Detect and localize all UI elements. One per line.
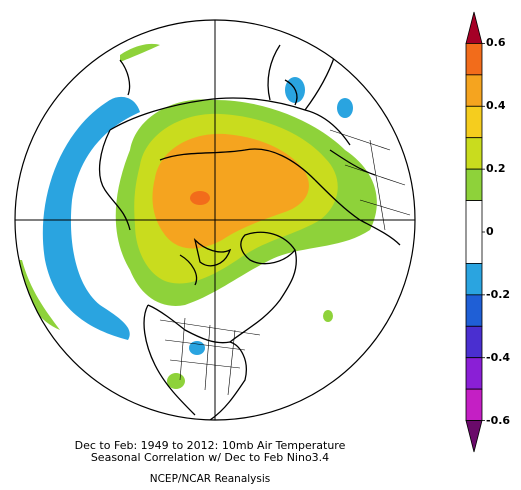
negative-patch-russia <box>337 98 353 118</box>
positive-patch-atlantic <box>323 310 333 322</box>
borders <box>159 129 411 396</box>
source-label: NCEP/NCAR Reanalysis <box>149 473 271 485</box>
colorbar-tick-label: 0 <box>486 225 494 238</box>
negative-band-pacific <box>42 100 140 340</box>
colorbar-bin <box>465 11 483 44</box>
colorbar-bin <box>465 388 483 421</box>
colorbar-bin <box>465 357 483 390</box>
colorbar-tick-label: -0.6 <box>486 413 511 427</box>
positive-peak <box>190 191 210 205</box>
colorbar-bin <box>465 43 483 76</box>
title-line-1: Dec to Feb: 1949 to 2012: 10mb Air Tempe… <box>74 439 346 452</box>
negative-band-north <box>97 96 140 132</box>
colorbar-tick-label: -0.2 <box>486 287 511 301</box>
colorbar-bin <box>465 137 483 170</box>
colorbar-bin <box>465 74 483 107</box>
colorbar-tick-label: -0.4 <box>486 350 511 364</box>
positive-patch-south <box>167 373 185 389</box>
colorbar-bin <box>465 294 483 327</box>
colorbar-bin <box>465 105 483 139</box>
colorbar-tick-label: 0.4 <box>486 99 506 113</box>
colorbar-bin <box>465 168 483 201</box>
globe-outline <box>14 19 416 421</box>
colorbar-bin <box>465 420 483 453</box>
colorbar-bin <box>465 263 483 296</box>
coastlines <box>98 44 401 420</box>
colorbar-tick-label: 0.6 <box>486 36 506 50</box>
positive-arc-top-left <box>120 43 160 62</box>
colorbar-bin <box>465 200 483 264</box>
colorbar <box>465 11 485 453</box>
colorbar-tick-label: 0.2 <box>486 162 506 176</box>
colorbar-bin <box>465 325 483 359</box>
correlation-field <box>15 43 411 420</box>
title-line-2: Seasonal Correlation w/ Dec to Feb Nino3… <box>90 451 330 464</box>
